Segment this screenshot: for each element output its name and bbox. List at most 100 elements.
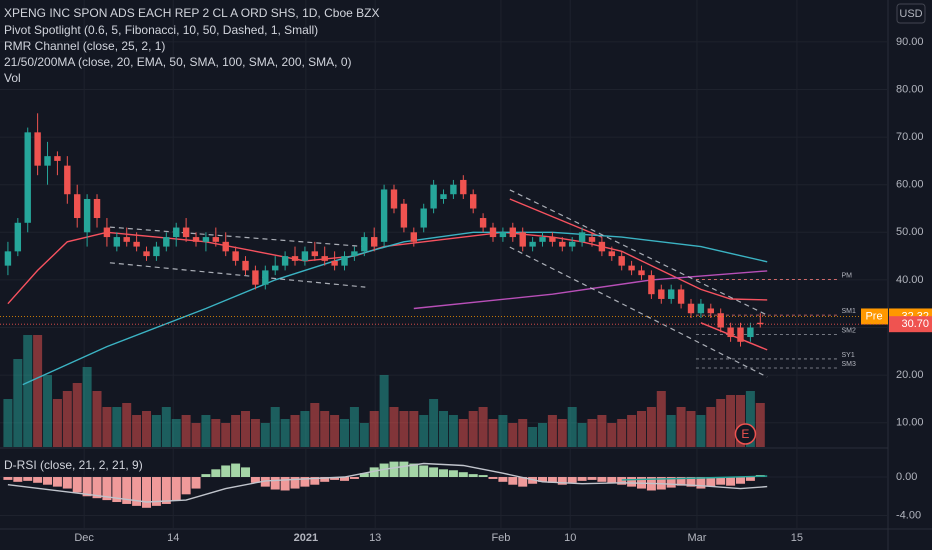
candle-body	[757, 322, 764, 325]
candle-body	[24, 132, 31, 223]
volume-bar	[597, 415, 607, 447]
volume-bar	[429, 399, 439, 447]
rsi-hist-bar	[52, 477, 62, 487]
volume-bar	[458, 419, 468, 447]
candle-body	[113, 237, 121, 247]
volume-bar	[617, 419, 627, 447]
indicator-line	[7, 231, 768, 305]
rsi-hist-bar	[161, 477, 171, 504]
price-tag-label: 30.70	[901, 318, 929, 330]
rsi-hist-bar	[270, 477, 280, 490]
rsi-hist-bar	[132, 477, 142, 506]
rsi-hist-bar	[82, 477, 92, 497]
indicator-line	[509, 246, 768, 378]
candle-body	[83, 198, 91, 233]
candle-body	[608, 251, 615, 257]
rsi-hist-bar	[191, 477, 201, 489]
rsi-hist-bar	[587, 477, 597, 480]
candle-body	[212, 237, 220, 242]
candle-body	[232, 251, 239, 261]
candle-body	[123, 237, 130, 242]
candle-body	[489, 227, 497, 238]
rsi-hist-bar	[706, 477, 716, 487]
candle-body	[747, 327, 754, 338]
rsi-hist-bar	[726, 477, 736, 486]
candle-body	[578, 232, 586, 242]
pre-tag-label: Pre	[865, 310, 882, 322]
rsi-hist-bar	[478, 475, 488, 478]
y-tick-label: 0.00	[896, 471, 917, 483]
currency[interactable]: USD	[899, 8, 922, 20]
indicator-line	[700, 322, 768, 351]
pivot-label: PM	[841, 272, 852, 279]
rsi-hist-bar	[151, 477, 161, 506]
candle-body	[361, 237, 368, 252]
volume-bar	[340, 419, 350, 447]
candle-body	[311, 251, 319, 257]
indicator-line	[22, 231, 768, 386]
rsi-hist-bar	[745, 477, 755, 481]
volume-bar	[538, 423, 548, 447]
rsi-hist-bar	[468, 474, 478, 478]
volume-bar	[102, 407, 112, 447]
volume-bar	[419, 415, 429, 447]
rsi-hist-bar	[379, 463, 389, 478]
rsi-hist-bar	[666, 477, 676, 488]
volume-bar	[488, 419, 498, 447]
rsi-hist-bar	[617, 477, 627, 485]
rsi-hist-bar	[330, 477, 340, 480]
candle-body	[420, 208, 427, 228]
rsi-hist-bar	[488, 477, 498, 479]
candle-body	[331, 260, 338, 266]
candle-body	[569, 241, 576, 247]
event-label: E	[741, 427, 749, 441]
volume-bar	[142, 411, 152, 447]
candle-body	[153, 246, 160, 257]
volume-bar	[389, 407, 399, 447]
candle-body	[262, 270, 269, 285]
volume-bar	[468, 411, 478, 447]
rsi-hist-bar	[696, 477, 706, 489]
rsi-hist-bar	[686, 477, 696, 487]
volume-bar	[478, 407, 488, 447]
rsi-hist-bar	[567, 477, 577, 483]
volume-bar	[448, 415, 458, 447]
volume-bar	[577, 423, 587, 447]
volume-bar	[557, 419, 567, 447]
rsi-hist-bar	[231, 463, 241, 478]
y-tick-label: -4.00	[896, 509, 921, 521]
rsi-line	[621, 475, 768, 481]
candle-body	[440, 194, 447, 199]
event-marker[interactable]	[734, 423, 757, 445]
candle-body	[4, 251, 12, 266]
candle-body	[638, 270, 645, 276]
volume-bar	[716, 399, 726, 447]
currency-box[interactable]	[896, 3, 926, 24]
volume-bar	[13, 359, 23, 447]
volume-bar	[62, 391, 72, 447]
rsi-hist-bar	[13, 477, 23, 482]
pivot-label: SM1	[841, 308, 856, 315]
candle-body	[34, 132, 41, 166]
rsi-hist-bar	[508, 477, 518, 485]
rsi-hist-bar	[577, 477, 587, 481]
candle-body	[74, 194, 81, 219]
rsi-hist-bar	[359, 473, 369, 478]
volume-bar	[82, 367, 92, 447]
volume-bar	[646, 407, 656, 447]
indicator-label: Vol	[4, 71, 21, 85]
rsi-hist-bar	[429, 467, 439, 478]
candle-body	[717, 313, 724, 328]
y-tick-label: 60.00	[896, 179, 924, 191]
candle-body	[549, 237, 556, 242]
volume-bar	[745, 391, 755, 447]
candle-body	[202, 237, 210, 242]
candle-body	[44, 156, 51, 166]
candle-body	[301, 251, 309, 261]
candle-body	[400, 203, 408, 228]
candle-body	[163, 237, 170, 247]
y-tick-label: 90.00	[896, 36, 924, 48]
